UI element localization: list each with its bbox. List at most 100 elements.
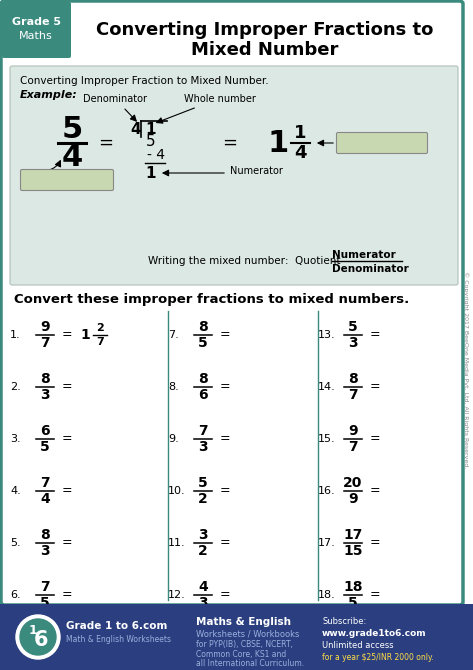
Text: 18.: 18. xyxy=(318,590,336,600)
Text: 3: 3 xyxy=(40,544,50,558)
Text: 11.: 11. xyxy=(168,538,185,548)
Text: =: = xyxy=(370,381,380,393)
Text: =: = xyxy=(61,588,72,602)
Text: 3.: 3. xyxy=(10,434,21,444)
Text: 4: 4 xyxy=(131,121,141,137)
Text: 14.: 14. xyxy=(318,382,336,392)
Text: 5: 5 xyxy=(40,596,50,610)
Text: 12.: 12. xyxy=(168,590,186,600)
Text: 13.: 13. xyxy=(318,330,336,340)
Text: 4: 4 xyxy=(61,143,83,172)
Text: 5: 5 xyxy=(198,336,208,350)
Text: Subscribe:: Subscribe: xyxy=(322,618,366,626)
Text: 1.: 1. xyxy=(10,330,21,340)
Circle shape xyxy=(16,615,60,659)
Text: 8: 8 xyxy=(198,372,208,386)
Text: 9.: 9. xyxy=(168,434,179,444)
Text: 1: 1 xyxy=(146,121,156,137)
Text: 5: 5 xyxy=(61,115,83,143)
Text: 20: 20 xyxy=(343,476,363,490)
Text: 8: 8 xyxy=(40,372,50,386)
Text: 7: 7 xyxy=(40,336,50,350)
Text: =: = xyxy=(219,537,230,549)
Text: =: = xyxy=(61,328,72,342)
Text: 15: 15 xyxy=(343,544,363,558)
Text: 2: 2 xyxy=(198,492,208,506)
Text: 8.: 8. xyxy=(168,382,179,392)
Text: Improper Fraction: Improper Fraction xyxy=(30,176,105,184)
FancyBboxPatch shape xyxy=(2,2,71,58)
Text: 8: 8 xyxy=(198,320,208,334)
Text: 5.: 5. xyxy=(10,538,21,548)
Text: =: = xyxy=(219,484,230,498)
Text: Common Core, KS1 and: Common Core, KS1 and xyxy=(196,651,286,659)
Text: 2: 2 xyxy=(198,544,208,558)
Text: 17.: 17. xyxy=(318,538,336,548)
FancyBboxPatch shape xyxy=(20,170,114,190)
Text: 6: 6 xyxy=(198,388,208,402)
Text: for a year $25/INR 2000 only.: for a year $25/INR 2000 only. xyxy=(322,653,434,663)
Text: 8: 8 xyxy=(40,528,50,542)
FancyBboxPatch shape xyxy=(336,133,428,153)
Text: Grade 1 to 6.com: Grade 1 to 6.com xyxy=(66,621,167,631)
Text: 9: 9 xyxy=(40,320,50,334)
Text: 2: 2 xyxy=(96,323,104,333)
Text: 3: 3 xyxy=(348,336,358,350)
Text: =: = xyxy=(370,328,380,342)
Text: =: = xyxy=(370,588,380,602)
Text: 8: 8 xyxy=(348,372,358,386)
Text: 5: 5 xyxy=(348,320,358,334)
FancyBboxPatch shape xyxy=(10,66,458,285)
Text: 5: 5 xyxy=(146,135,156,149)
Text: Denominator: Denominator xyxy=(332,264,409,274)
Text: 7: 7 xyxy=(40,580,50,594)
Text: 1: 1 xyxy=(80,328,90,342)
Text: =: = xyxy=(61,433,72,446)
Text: =: = xyxy=(61,484,72,498)
Text: 3: 3 xyxy=(198,440,208,454)
Text: 5: 5 xyxy=(198,476,208,490)
Text: 17: 17 xyxy=(343,528,363,542)
Text: 4: 4 xyxy=(198,580,208,594)
Text: 2.: 2. xyxy=(10,382,21,392)
Text: =: = xyxy=(219,328,230,342)
Text: all International Curriculum.: all International Curriculum. xyxy=(196,659,304,669)
Text: 7: 7 xyxy=(348,440,358,454)
Text: 1: 1 xyxy=(29,624,37,636)
FancyBboxPatch shape xyxy=(1,1,463,605)
Text: Math & English Worksheets: Math & English Worksheets xyxy=(66,636,171,645)
Text: Grade 5: Grade 5 xyxy=(11,17,61,27)
Text: =: = xyxy=(98,134,114,152)
Text: 18: 18 xyxy=(343,580,363,594)
Text: 7: 7 xyxy=(96,337,104,347)
Text: 3: 3 xyxy=(40,388,50,402)
Text: =: = xyxy=(219,588,230,602)
Text: =: = xyxy=(370,537,380,549)
Text: 15.: 15. xyxy=(318,434,336,444)
Text: 4: 4 xyxy=(40,492,50,506)
Text: 5: 5 xyxy=(40,440,50,454)
Text: www.grade1to6.com: www.grade1to6.com xyxy=(322,630,427,639)
Text: Maths: Maths xyxy=(19,31,53,41)
Text: 9: 9 xyxy=(348,424,358,438)
Text: Writing the mixed number:  Quotient: Writing the mixed number: Quotient xyxy=(148,256,341,266)
Text: 4: 4 xyxy=(294,144,306,162)
Text: 6: 6 xyxy=(34,630,48,650)
Text: Denominator: Denominator xyxy=(83,94,147,104)
Text: Whole number: Whole number xyxy=(184,94,256,104)
Text: 1: 1 xyxy=(294,124,306,142)
Text: 16.: 16. xyxy=(318,486,336,496)
Text: =: = xyxy=(370,433,380,446)
Text: for PYP(IB), CBSE, NCERT,: for PYP(IB), CBSE, NCERT, xyxy=(196,641,293,649)
Text: 7: 7 xyxy=(348,388,358,402)
Text: =: = xyxy=(61,537,72,549)
Text: 7: 7 xyxy=(198,424,208,438)
Text: Unlimited access: Unlimited access xyxy=(322,641,394,651)
Text: 1: 1 xyxy=(146,165,156,180)
Text: Mixed Number: Mixed Number xyxy=(191,41,339,59)
Text: 3: 3 xyxy=(198,528,208,542)
Bar xyxy=(0,604,473,670)
Text: 7: 7 xyxy=(40,476,50,490)
Text: - 4: - 4 xyxy=(147,148,165,162)
Text: =: = xyxy=(370,484,380,498)
